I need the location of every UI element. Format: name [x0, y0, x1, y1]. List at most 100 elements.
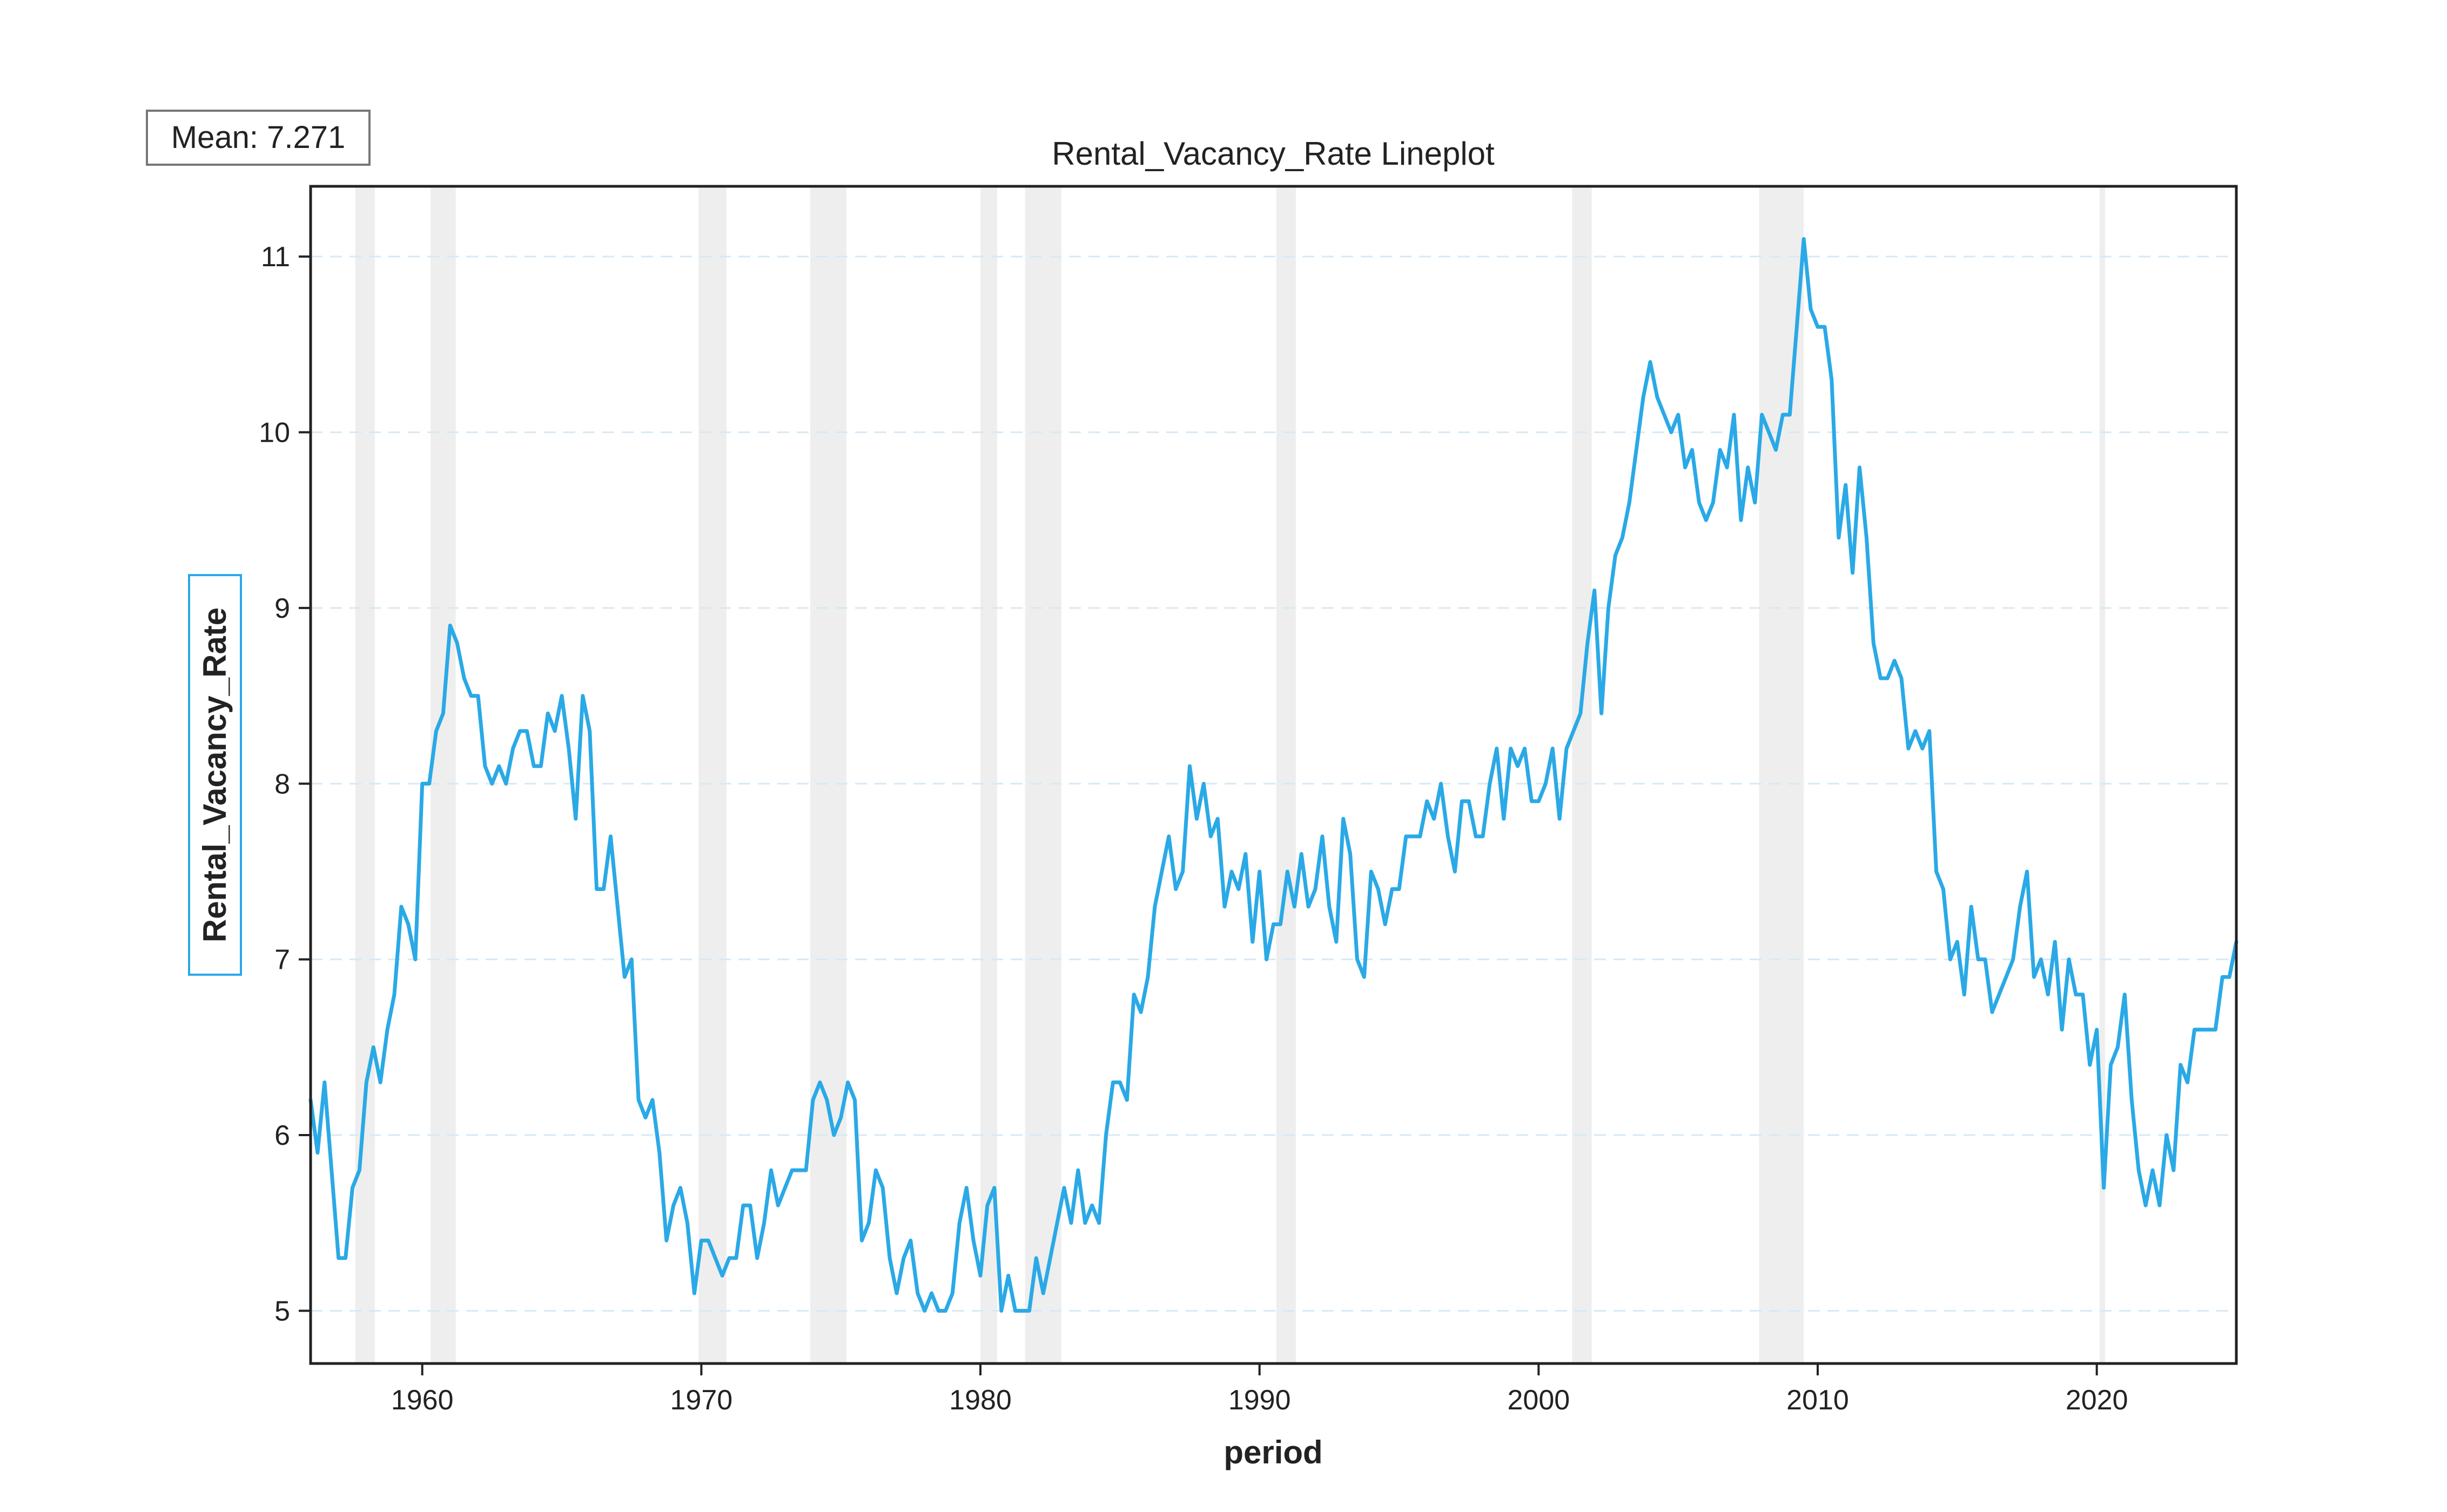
data-point: [1063, 1186, 1065, 1189]
data-point: [1021, 1310, 1024, 1312]
data-point: [1530, 800, 1533, 802]
data-point: [435, 730, 438, 732]
data-point: [456, 642, 459, 644]
data-point: [1447, 835, 1449, 838]
data-point: [414, 958, 416, 961]
data-point: [1391, 888, 1394, 890]
data-point: [1907, 747, 1910, 750]
data-point: [1830, 378, 1833, 381]
data-point: [1642, 396, 1645, 399]
x-axis-ticks: 1960 1970 1980 1990 2000 2010 2020: [391, 1364, 2128, 1416]
data-point: [330, 1169, 333, 1172]
data-point: [567, 747, 570, 750]
data-point: [2054, 941, 2056, 943]
data-point: [1879, 677, 1882, 680]
data-point: [463, 677, 466, 680]
data-point: [1188, 765, 1191, 767]
data-point: [2193, 1028, 2196, 1031]
data-point: [1817, 326, 1819, 328]
data-point: [1935, 870, 1938, 873]
data-point: [1746, 466, 1749, 469]
data-point: [1160, 870, 1163, 873]
data-point: [1091, 1204, 1093, 1207]
data-point: [763, 1221, 765, 1224]
data-point: [1921, 747, 1924, 750]
data-point: [825, 1098, 828, 1101]
data-point: [1286, 870, 1289, 873]
data-point: [2123, 993, 2126, 996]
data-point: [1698, 501, 1700, 504]
y-tick-label-3: 8: [274, 768, 290, 800]
data-point: [1726, 466, 1729, 469]
data-point: [540, 765, 542, 767]
data-point: [1851, 571, 1854, 574]
data-point: [1565, 747, 1568, 750]
data-point: [1928, 730, 1931, 732]
data-point: [665, 1239, 668, 1242]
data-point: [1028, 1310, 1031, 1312]
data-point: [2116, 1046, 2119, 1049]
x-axis-label: period: [1224, 1434, 1322, 1470]
data-point: [1265, 958, 1268, 961]
data-point: [1384, 923, 1387, 926]
data-point: [630, 958, 633, 961]
data-point: [700, 1239, 703, 1242]
data-point: [1000, 1310, 1003, 1312]
chart-title: Rental_Vacancy_Rate Lineplot: [1052, 136, 1495, 172]
data-point: [1544, 782, 1547, 785]
data-point: [1865, 536, 1868, 539]
data-point: [386, 1028, 389, 1031]
data-point: [2047, 993, 2049, 996]
data-point: [2102, 1186, 2105, 1189]
data-point: [1167, 835, 1170, 838]
data-point: [393, 993, 395, 996]
data-point: [1649, 361, 1651, 363]
data-point: [1516, 765, 1519, 767]
data-point: [1482, 835, 1484, 838]
data-point: [805, 1169, 808, 1172]
data-point: [1789, 413, 1791, 416]
recession-band-3: [810, 186, 846, 1364]
data-point: [519, 730, 521, 732]
data-point: [1231, 870, 1233, 873]
data-point: [1495, 747, 1498, 750]
data-point: [1056, 1221, 1059, 1224]
data-point: [2061, 1028, 2063, 1031]
data-point: [470, 694, 473, 697]
data-point: [679, 1186, 682, 1189]
data-point: [1572, 730, 1575, 732]
data-point: [2200, 1028, 2203, 1031]
data-point: [2012, 958, 2014, 961]
data-point: [1523, 747, 1526, 750]
data-point: [1244, 853, 1247, 855]
data-point: [1502, 818, 1505, 820]
data-point: [1098, 1221, 1100, 1224]
data-point: [490, 782, 493, 785]
data-point: [1663, 413, 1665, 416]
data-point: [1691, 449, 1693, 451]
data-point: [623, 976, 626, 978]
data-point: [372, 1046, 375, 1049]
data-point: [1984, 958, 1986, 961]
data-point: [937, 1310, 940, 1312]
data-point: [1670, 431, 1672, 434]
recession-band-5: [1025, 186, 1061, 1364]
data-point: [1893, 659, 1896, 662]
data-point: [1133, 993, 1135, 996]
data-point: [728, 1257, 730, 1259]
mean-annotation-box: [146, 110, 371, 166]
data-point: [602, 888, 605, 890]
data-point: [1363, 976, 1366, 978]
data-point: [1872, 642, 1875, 644]
data-point: [951, 1292, 954, 1294]
y-tick-label-2: 7: [274, 944, 290, 976]
data-point: [686, 1221, 689, 1224]
data-point: [714, 1257, 717, 1259]
data-point: [574, 818, 577, 820]
data-point: [2158, 1204, 2161, 1207]
data-point: [2095, 1028, 2098, 1031]
data-point: [1454, 870, 1456, 873]
data-point: [2109, 1063, 2112, 1066]
data-point: [1007, 1274, 1010, 1277]
data-point: [505, 782, 507, 785]
